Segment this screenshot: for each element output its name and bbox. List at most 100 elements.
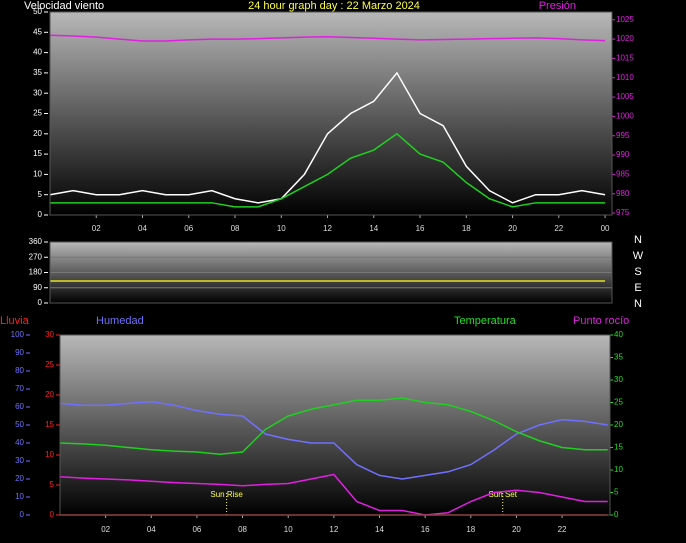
y-tick-label: 35 [33,68,42,77]
y-tick-label: 30 [33,88,42,97]
x-tick-label: 22 [554,224,563,233]
series-line [50,132,606,208]
y-tick-label: 60 [15,402,24,411]
y3-tick-label: 5 [50,480,55,489]
x-tick-label: 12 [329,525,338,534]
y3-tick-label: 20 [45,390,54,399]
y-tick-label: 15 [33,149,42,158]
y2-tick-label: 1000 [616,112,634,121]
y-tick-label: 25 [33,109,42,118]
y2-tick-label: 1015 [616,54,634,63]
x-tick-label: 06 [192,525,201,534]
x-tick-label: 06 [184,224,193,233]
y-tick-label: 10 [15,492,24,501]
y2-tick-label: 35 [614,353,623,362]
series-line [59,400,608,480]
x-tick-label: 04 [147,525,156,534]
y2-tick-label: 0 [614,510,619,519]
series-line [59,473,608,516]
y3-tick-label: 10 [45,450,54,459]
y-tick-label: 20 [15,474,24,483]
y-tick-label: 50 [33,7,42,16]
y2-tick-label: 1025 [616,15,634,24]
series-line [49,71,606,204]
y-tick-label: 0 [38,210,43,219]
x-tick-label: 02 [101,525,110,534]
y2-tick-label: 985 [616,170,630,179]
x-tick-label: 22 [558,525,567,534]
y-tick-label: 10 [33,170,42,179]
y2-tick-label: 980 [616,189,630,198]
y2-tick-label: 1005 [616,92,634,101]
x-tick-label: 08 [231,224,240,233]
y-tick-label: 270 [29,252,43,261]
plot-background [50,12,612,215]
axis-title: Velocidad viento [24,0,104,12]
y-tick-label: 0 [20,510,25,519]
y-tick-label: 90 [15,348,24,357]
x-tick-label: 04 [138,224,147,233]
sun-label: Sun Set [489,490,518,499]
x-tick-label: 14 [369,224,378,233]
y3-tick-label: 25 [45,360,54,369]
y2-tick-label: 1010 [616,73,634,82]
y-tick-label: 360 [29,237,43,246]
axis-title: Humedad [96,315,144,327]
y-tick-label: 70 [15,384,24,393]
x-tick-label: 10 [277,224,286,233]
axis-title: Temperatura [454,315,517,327]
series-line [59,397,608,456]
plot-frame [49,241,613,304]
compass-label: N [634,234,642,246]
y-tick-label: 40 [33,48,42,57]
y2-tick-label: 25 [614,398,623,407]
y-tick-label: 50 [15,420,24,429]
y2-tick-label: 5 [614,488,619,497]
y2-tick-label: 1020 [616,34,634,43]
x-tick-label: 00 [601,224,610,233]
y-tick-label: 40 [15,438,24,447]
y-tick-label: 45 [33,27,42,36]
compass-label: W [633,250,644,262]
series-line [49,34,606,42]
y-tick-label: 20 [33,129,42,138]
plot-background [60,335,610,515]
y2-tick-label: 40 [614,330,623,339]
x-tick-label: 20 [512,525,521,534]
x-tick-label: 16 [416,224,425,233]
y2-tick-label: 10 [614,465,623,474]
y2-tick-label: 20 [614,420,623,429]
y2-tick-label: 975 [616,208,630,217]
y-tick-label: 100 [11,330,25,339]
x-tick-label: 14 [375,525,384,534]
axis-title: Presión [539,0,576,12]
x-tick-label: 12 [323,224,332,233]
compass-label: N [634,298,642,310]
axis-title: Punto rocío [573,315,629,327]
y-tick-label: 5 [38,190,43,199]
x-tick-label: 20 [508,224,517,233]
plot-frame [59,334,611,516]
x-tick-label: 18 [466,525,475,534]
x-tick-label: 18 [462,224,471,233]
x-tick-label: 02 [92,224,101,233]
y2-tick-label: 15 [614,443,623,452]
x-tick-label: 08 [238,525,247,534]
plot-frame [49,11,613,216]
compass-label: E [634,282,641,294]
y3-tick-label: 30 [45,330,54,339]
y-tick-label: 0 [38,298,43,307]
x-tick-label: 10 [284,525,293,534]
chart-title: 24 hour graph day : 22 Marzo 2024 [248,0,420,12]
y2-tick-label: 30 [614,375,623,384]
y2-tick-label: 995 [616,131,630,140]
y-tick-label: 80 [15,366,24,375]
axis-title: Lluvia [0,315,30,327]
y3-tick-label: 15 [45,420,54,429]
y-tick-label: 30 [15,456,24,465]
x-tick-label: 16 [421,525,430,534]
y3-tick-label: 0 [50,510,55,519]
y-tick-label: 90 [33,283,42,292]
sun-label: Sun Rise [210,490,243,499]
